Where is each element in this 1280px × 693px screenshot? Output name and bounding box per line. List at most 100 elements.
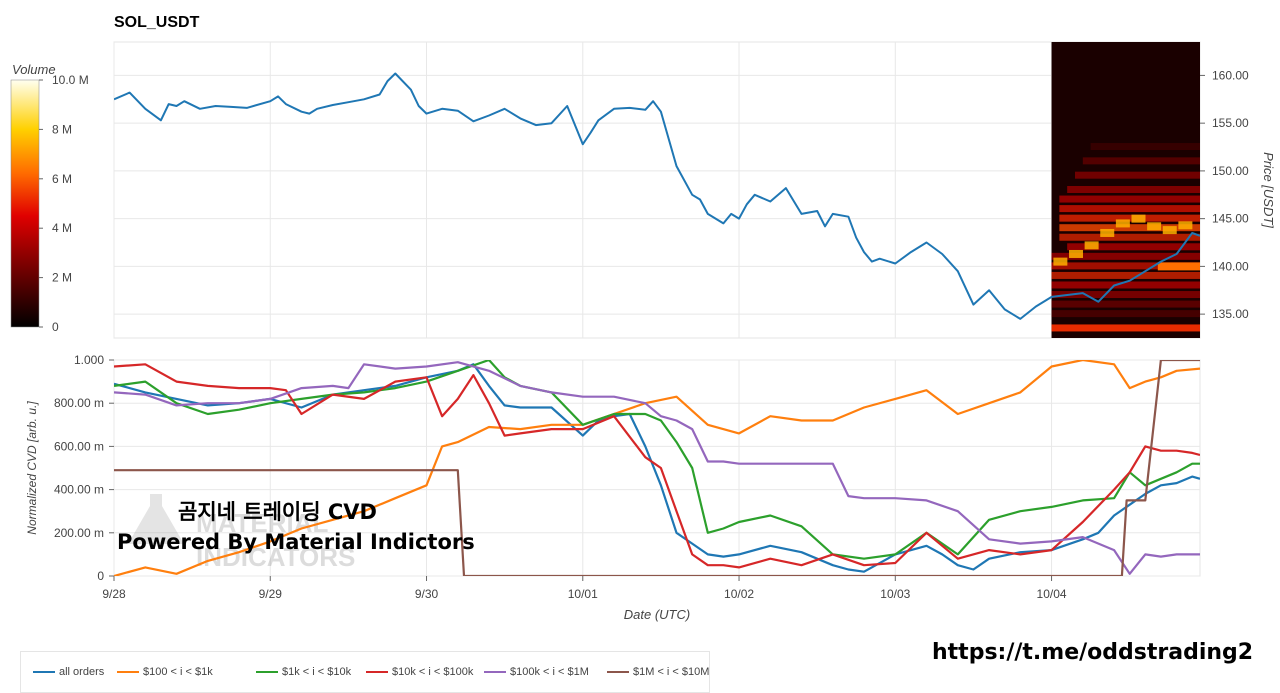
- colorbar-tick-label: 10.0 M: [52, 73, 89, 87]
- cvd-line-all-orders: [114, 363, 1200, 573]
- legend-item[interactable]: $10k < i < $100k: [366, 666, 473, 678]
- heatmap-hotspot: [1157, 262, 1200, 271]
- cvd-x-tick-label: 9/29: [259, 587, 283, 601]
- heatmap-cell: [1115, 219, 1130, 228]
- telegram-link[interactable]: https://t.me/oddstrading2: [932, 640, 1254, 665]
- heatmap-band: [1082, 157, 1200, 165]
- price-lines: [114, 72, 1200, 320]
- price-y-ticks: 135.00 140.00 145.00 150.00 155.00 160.00: [1200, 68, 1249, 321]
- cvd-y-tick-label: 200.00 m: [54, 526, 104, 540]
- colorbar-ticks: 10.0 M 8 M 6 M 4 M 2 M 0: [39, 73, 89, 334]
- cvd-x-ticks: 9/28 9/29 9/30 10/01 10/02 10/03 10/04: [102, 576, 1067, 601]
- heatmap-band: [1051, 324, 1200, 332]
- price-tick-label: 155.00: [1212, 116, 1249, 130]
- cvd-y-tick-label: 400.00 m: [54, 483, 104, 497]
- heatmap-band: [1051, 281, 1200, 289]
- cvd-y-tick-label: 800.00 m: [54, 396, 104, 410]
- legend-item[interactable]: $100 < i < $1k: [117, 666, 213, 678]
- heatmap-band: [1074, 171, 1200, 179]
- legend-item[interactable]: $1M < i < $10M: [607, 666, 709, 678]
- colorbar-tick-label: 4 M: [52, 221, 72, 235]
- cvd-x-tick-label: 9/28: [102, 587, 126, 601]
- heatmap-band: [1059, 224, 1200, 232]
- price-y-axis-label: Price [USDT]: [1261, 152, 1276, 228]
- cvd-y-tick-label: 0: [97, 569, 104, 583]
- legend-label: $1M < i < $10M: [633, 666, 710, 678]
- svg-text:MATERIAL: MATERIAL: [196, 508, 329, 538]
- cvd-line--1m-i-10m: [114, 360, 1200, 576]
- legend-swatch: [256, 671, 278, 674]
- legend-item[interactable]: $1k < i < $10k: [256, 666, 351, 678]
- cvd-x-axis-label: Date (UTC): [624, 607, 690, 622]
- price-tick-label: 145.00: [1212, 212, 1249, 226]
- cvd-x-tick-label: 10/02: [724, 587, 754, 601]
- watermark-subtitle: Powered By Material Indictors: [117, 530, 475, 554]
- cvd-x-tick-label: 10/01: [568, 587, 598, 601]
- heatmap-cell: [1100, 228, 1115, 237]
- cvd-x-tick-label: 10/03: [880, 587, 910, 601]
- legend-swatch: [117, 671, 139, 674]
- cvd-line--100k-i-1m: [114, 361, 1200, 575]
- legend-swatch: [607, 671, 629, 674]
- heatmap-band: [1059, 233, 1200, 241]
- cvd-y-ticks: 0 200.00 m 400.00 m 600.00 m 800.00 m 1.000: [54, 353, 114, 583]
- legend-label: $100k < i < $1M: [510, 666, 589, 678]
- colorbar-gradient: [10, 79, 40, 328]
- heatmap-band: [1067, 186, 1200, 193]
- heatmap-cell: [1162, 226, 1177, 235]
- cvd-line--10k-i-100k: [114, 363, 1200, 569]
- heatmap-cell: [1068, 249, 1083, 258]
- price-tick-label: 150.00: [1212, 164, 1249, 178]
- price-tick-label: 140.00: [1212, 259, 1249, 273]
- legend-label: $100 < i < $1k: [143, 666, 213, 678]
- heatmap-cell: [1053, 257, 1068, 266]
- legend-item[interactable]: all orders: [33, 666, 104, 678]
- heatmap-cell: [1084, 241, 1099, 250]
- cvd-x-tick-label: 10/04: [1037, 587, 1067, 601]
- price-tick-label: 160.00: [1212, 68, 1249, 82]
- price-tick-label: 135.00: [1212, 307, 1249, 321]
- legend-label: $1k < i < $10k: [282, 666, 352, 678]
- colorbar-tick-label: 8 M: [52, 122, 72, 136]
- heatmap-band: [1067, 243, 1200, 251]
- heatmap-band: [1051, 300, 1200, 308]
- cvd-line--100-i-1k: [114, 360, 1200, 576]
- legend-swatch: [484, 671, 506, 674]
- cvd-y-tick-label: 1.000: [74, 353, 104, 367]
- colorbar-tick-label: 6 M: [52, 172, 72, 186]
- colorbar-tick-label: 0: [52, 320, 59, 334]
- cvd-y-tick-label: 600.00 m: [54, 439, 104, 453]
- legend-item[interactable]: $100k < i < $1M: [484, 666, 589, 678]
- heatmap-band: [1051, 262, 1200, 270]
- liquidity-heatmap: [1051, 42, 1200, 338]
- heatmap-band: [1051, 291, 1200, 299]
- cvd-y-axis-label: Normalized CVD [arb. u.]: [25, 401, 39, 535]
- heatmap-band: [1051, 271, 1200, 279]
- heatmap-band: [1051, 310, 1200, 318]
- legend-swatch: [366, 671, 388, 674]
- material-indicators-logo: MATERIAL INDICATORS: [128, 494, 355, 572]
- heatmap-band: [1059, 214, 1200, 222]
- heatmap-cell: [1147, 222, 1162, 231]
- colorbar-title: Volume: [12, 62, 56, 77]
- cvd-panel: MATERIAL INDICATORS 0 200.00 m 400.00 m 600…: [25, 353, 1201, 622]
- colorbar-tick-label: 2 M: [52, 271, 72, 285]
- watermark-title: 곰지네 트레이딩 CVD: [178, 500, 377, 524]
- price-panel: 135.00 140.00 145.00 150.00 155.00 160.00 Pri…: [113, 41, 1276, 339]
- cvd-lines: [114, 360, 1200, 576]
- heatmap-band: [1051, 252, 1200, 260]
- chart-title: SOL_USDT: [114, 14, 200, 31]
- legend-label: $10k < i < $100k: [392, 666, 474, 678]
- legend-swatch: [33, 671, 55, 674]
- cvd-x-tick-label: 9/30: [415, 587, 439, 601]
- heatmap-band: [1059, 205, 1200, 213]
- heatmap-band: [1090, 143, 1200, 151]
- price-line: [114, 72, 1200, 320]
- legend: all orders $100 < i < $1k $1k < i < $10k $1…: [20, 651, 710, 693]
- heatmap-cell: [1178, 221, 1193, 230]
- colorbar: 10.0 M 8 M 6 M 4 M 2 M 0: [10, 73, 89, 334]
- legend-label: all orders: [59, 666, 105, 678]
- heatmap-band: [1059, 195, 1200, 203]
- heatmap-cell: [1131, 214, 1146, 223]
